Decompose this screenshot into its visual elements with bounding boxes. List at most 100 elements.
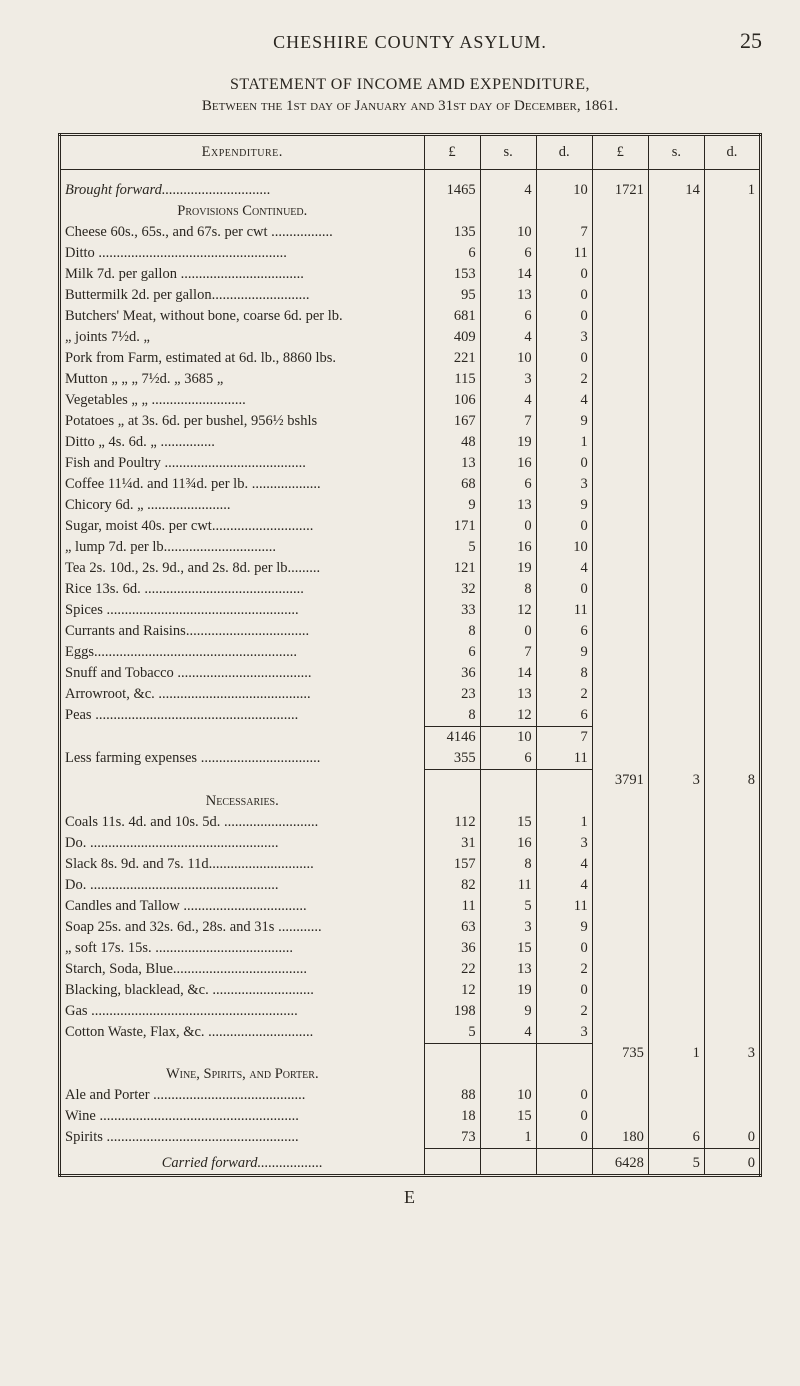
prov-row-L: 48 — [424, 432, 480, 453]
prov-row-d: 0 — [536, 264, 592, 285]
prov-row-s: 13 — [480, 684, 536, 705]
provisions-continued: Provisions Continued. — [60, 201, 425, 222]
bf-L: 1465 — [424, 180, 480, 201]
wine-total-d: 0 — [704, 1127, 760, 1149]
nec-row-desc: Do. ....................................… — [60, 875, 425, 896]
ledger-body: Brought forward.........................… — [60, 170, 761, 1176]
signature-mark: E — [58, 1187, 762, 1208]
prov-row-L: 409 — [424, 327, 480, 348]
prov-total-s: 3 — [648, 770, 704, 791]
nec-row-desc: Starch, Soda, Blue......................… — [60, 959, 425, 980]
carried-total-s: 5 — [648, 1153, 704, 1176]
prov-row-desc: Mutton „ „ „ 7½d. „ 3685 „ — [60, 369, 425, 390]
prov-row-s: 6 — [480, 306, 536, 327]
wine-section-title: Wine, Spirits, and Porter. — [60, 1064, 425, 1085]
carried-total-d: 0 — [704, 1153, 760, 1176]
col-shillings-2: s. — [648, 135, 704, 170]
prov-row-d: 3 — [536, 327, 592, 348]
nec-row-s: 15 — [480, 938, 536, 959]
prov-row-d: 7 — [536, 222, 592, 243]
prov-row-L: 68 — [424, 474, 480, 495]
wine-row-d: 0 — [536, 1085, 592, 1106]
wine-row-d: 0 — [536, 1127, 592, 1149]
col-pence-2: d. — [704, 135, 760, 170]
bf-L2: 1721 — [592, 180, 648, 201]
wine-row-s: 10 — [480, 1085, 536, 1106]
nec-row-L: 36 — [424, 938, 480, 959]
prov-subtotal-s: 10 — [480, 727, 536, 749]
wine-row-s: 1 — [480, 1127, 536, 1149]
bf-d2: 1 — [704, 180, 760, 201]
nec-row-desc: Coals 11s. 4d. and 10s. 5d. ............… — [60, 812, 425, 833]
nec-row-L: 198 — [424, 1001, 480, 1022]
prov-row-s: 10 — [480, 348, 536, 369]
carried-forward-label: Carried forward.................. — [60, 1153, 425, 1176]
nec-row-desc: Cotton Waste, Flax, &c. ................… — [60, 1022, 425, 1044]
wine-row-desc: Spirits ................................… — [60, 1127, 425, 1149]
prov-row-L: 13 — [424, 453, 480, 474]
nec-row-d: 0 — [536, 938, 592, 959]
prov-row-desc: Tea 2s. 10d., 2s. 9d., and 2s. 8d. per l… — [60, 558, 425, 579]
nec-row-L: 12 — [424, 980, 480, 1001]
wine-total-L: 180 — [592, 1127, 648, 1149]
ledger-table: Expenditure. £ s. d. £ s. d. Brought for… — [58, 133, 762, 1177]
nec-row-d: 3 — [536, 833, 592, 854]
prov-row-L: 6 — [424, 642, 480, 663]
prov-row-desc: „ lump 7d. per lb.......................… — [60, 537, 425, 558]
wine-row-L: 88 — [424, 1085, 480, 1106]
prov-row-desc: Cheese 60s., 65s., and 67s. per cwt ....… — [60, 222, 425, 243]
bf-d: 10 — [536, 180, 592, 201]
prov-row-s: 6 — [480, 243, 536, 264]
prov-row-desc: Fish and Poultry .......................… — [60, 453, 425, 474]
nec-row-s: 15 — [480, 812, 536, 833]
nec-row-d: 4 — [536, 875, 592, 896]
prov-row-desc: Potatoes „ at 3s. 6d. per bushel, 956½ b… — [60, 411, 425, 432]
nec-row-L: 31 — [424, 833, 480, 854]
nec-row-desc: Gas ....................................… — [60, 1001, 425, 1022]
col-pounds-1: £ — [424, 135, 480, 170]
prov-total-L: 3791 — [592, 770, 648, 791]
prov-row-d: 9 — [536, 642, 592, 663]
col-shillings-1: s. — [480, 135, 536, 170]
prov-row-L: 8 — [424, 621, 480, 642]
prov-row-s: 14 — [480, 264, 536, 285]
prov-row-L: 95 — [424, 285, 480, 306]
prov-row-s: 7 — [480, 642, 536, 663]
prov-row-d: 11 — [536, 243, 592, 264]
nec-row-desc: Soap 25s. and 32s. 6d., 28s. and 31s ...… — [60, 917, 425, 938]
prov-row-d: 6 — [536, 621, 592, 642]
nec-row-L: 5 — [424, 1022, 480, 1044]
prov-row-d: 6 — [536, 705, 592, 727]
prov-row-L: 221 — [424, 348, 480, 369]
prov-row-desc: Currants and Raisins....................… — [60, 621, 425, 642]
prov-row-L: 121 — [424, 558, 480, 579]
prov-row-d: 0 — [536, 516, 592, 537]
prov-row-s: 12 — [480, 705, 536, 727]
prov-row-d: 10 — [536, 537, 592, 558]
col-expenditure: Expenditure. — [202, 144, 283, 160]
prov-row-L: 153 — [424, 264, 480, 285]
prov-row-L: 9 — [424, 495, 480, 516]
nec-row-s: 3 — [480, 917, 536, 938]
nec-total-L: 735 — [592, 1043, 648, 1064]
prov-row-L: 32 — [424, 579, 480, 600]
prov-row-L: 135 — [424, 222, 480, 243]
prov-subtotal-L: 4146 — [424, 727, 480, 749]
bf-s: 4 — [480, 180, 536, 201]
nec-row-d: 2 — [536, 1001, 592, 1022]
header-row-cells: Expenditure. £ s. d. £ s. d. — [60, 135, 761, 170]
nec-row-s: 19 — [480, 980, 536, 1001]
bf-s2: 14 — [648, 180, 704, 201]
prov-row-L: 167 — [424, 411, 480, 432]
prov-row-desc: „ joints 7½d. „ — [60, 327, 425, 348]
less-farming-d: 11 — [536, 748, 592, 770]
prov-row-desc: Sugar, moist 40s. per cwt...............… — [60, 516, 425, 537]
prov-row-s: 16 — [480, 453, 536, 474]
nec-row-d: 9 — [536, 917, 592, 938]
nec-row-L: 112 — [424, 812, 480, 833]
nec-row-L: 22 — [424, 959, 480, 980]
prov-row-d: 9 — [536, 411, 592, 432]
prov-row-d: 3 — [536, 474, 592, 495]
prov-row-desc: Rice 13s. 6d. ..........................… — [60, 579, 425, 600]
prov-row-desc: Snuff and Tobacco ......................… — [60, 663, 425, 684]
